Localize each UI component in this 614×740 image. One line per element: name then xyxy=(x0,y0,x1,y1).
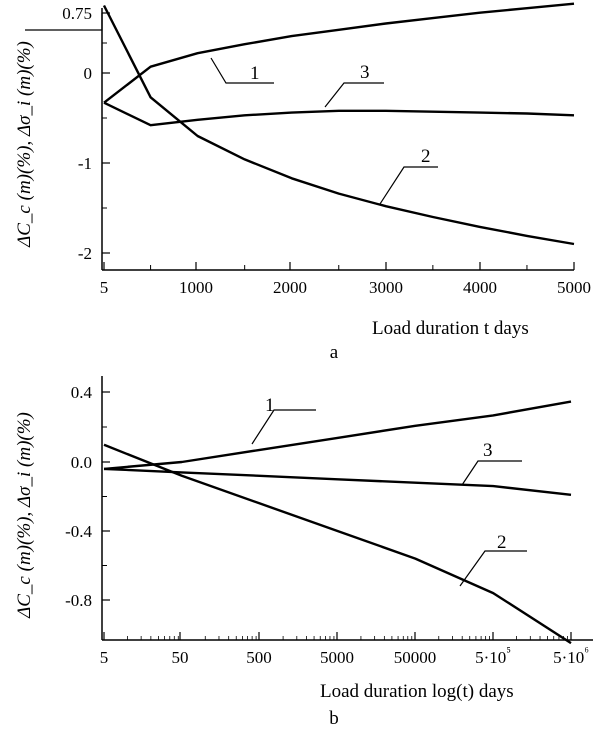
series-line-1 xyxy=(103,400,572,471)
series-line-1 xyxy=(103,2,575,104)
x-tick-label: 5 xyxy=(100,648,109,667)
series-label-2: 2 xyxy=(421,146,431,167)
series-label-leader xyxy=(459,550,527,587)
x-tick-label: 50000 xyxy=(394,648,437,667)
x-tick-label: 5·10⁶ xyxy=(553,644,589,667)
y-tick-label: -2 xyxy=(78,244,92,263)
series-label-1: 1 xyxy=(250,63,260,84)
x-tick-label: 500 xyxy=(246,648,272,667)
panel-label: b xyxy=(329,708,339,729)
x-tick-label: 3000 xyxy=(369,278,403,297)
series-line-2 xyxy=(103,443,572,645)
series-label-leader xyxy=(251,409,316,445)
series-label-3: 3 xyxy=(483,440,493,461)
x-tick-label: 5 xyxy=(100,278,109,297)
y-tick-label: -0.4 xyxy=(65,522,92,541)
x-tick-label: 4000 xyxy=(463,278,497,297)
chart-panel-b: 0.4 0.0 -0.4 -0.8 5 50 500 5000 50000 5·10⁵ 5·10⁶ 1… xyxy=(14,376,593,729)
series-line-2 xyxy=(102,4,575,246)
tick-leader-0.75 xyxy=(25,13,103,31)
x-tick-label: 5000 xyxy=(557,278,591,297)
series-label-leader xyxy=(210,57,274,84)
series-label-leader xyxy=(324,82,384,108)
x-axis-label: Load duration t days xyxy=(372,318,529,339)
series-line-3 xyxy=(103,101,575,127)
series-label-leader xyxy=(461,460,522,486)
x-tick-label: 50 xyxy=(172,648,189,667)
y-axis-label: ΔC_c (m)(%), Δσ_i (m)(%) xyxy=(14,41,35,248)
x-tick-label: 2000 xyxy=(273,278,307,297)
x-tick-label: 1000 xyxy=(179,278,213,297)
y-tick-label: 0.75 xyxy=(62,4,92,23)
series-label-1: 1 xyxy=(265,395,275,416)
y-tick-label: 0 xyxy=(84,64,93,83)
y-axis-label: ΔC_c (m)(%), Δσ_i (m)(%) xyxy=(14,412,35,619)
series-label-3: 3 xyxy=(360,62,370,83)
x-tick-label: 5000 xyxy=(320,648,354,667)
x-tick-label: 5·10⁵ xyxy=(475,644,511,667)
y-tick-label: -1 xyxy=(78,154,92,173)
x-axis-label: Load duration log(t) days xyxy=(320,681,514,702)
series-line-3 xyxy=(103,467,572,496)
series-label-2: 2 xyxy=(497,532,507,553)
panel-label: a xyxy=(330,342,339,363)
y-tick-label: 0.0 xyxy=(71,453,92,472)
series-label-leader xyxy=(379,166,438,205)
y-tick-label: -0.8 xyxy=(65,591,92,610)
y-tick-label: 0.4 xyxy=(71,383,93,402)
chart-panel-a: 0.75 0 -1 -2 5 1000 2000 3000 4000 5000 1 3 2 ΔC_c (m… xyxy=(14,2,591,363)
